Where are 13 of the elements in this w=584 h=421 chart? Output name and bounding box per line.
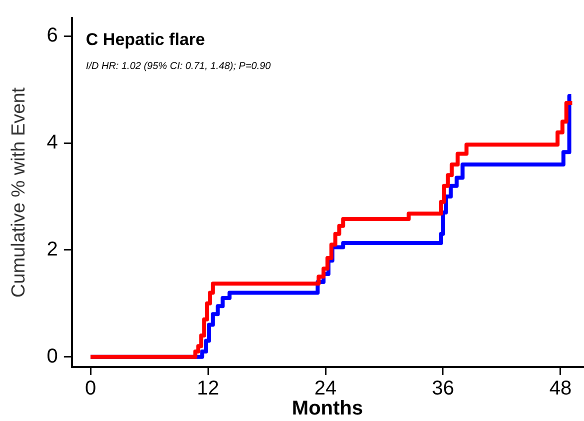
y-tick-label: 6	[46, 24, 58, 47]
x-tick-label: 48	[549, 378, 572, 400]
x-tick-label: 0	[84, 378, 96, 400]
x-axis-title: Months	[292, 398, 364, 420]
y-tick-label: 4	[46, 132, 58, 154]
text: I/D HR: 1.02 (95% CI: 0.71, 1.48); P=0.90	[86, 61, 272, 72]
y-axis-title: Cumulative % with Event	[8, 86, 30, 298]
x-tick-label: 36	[432, 378, 454, 400]
x-tick-label: 12	[196, 378, 220, 400]
y-tick-label: 2	[46, 238, 58, 260]
x-tick-label: 24	[314, 378, 337, 400]
text: C Hepatic flare	[86, 30, 205, 49]
y-tick-label: 0	[46, 345, 58, 368]
